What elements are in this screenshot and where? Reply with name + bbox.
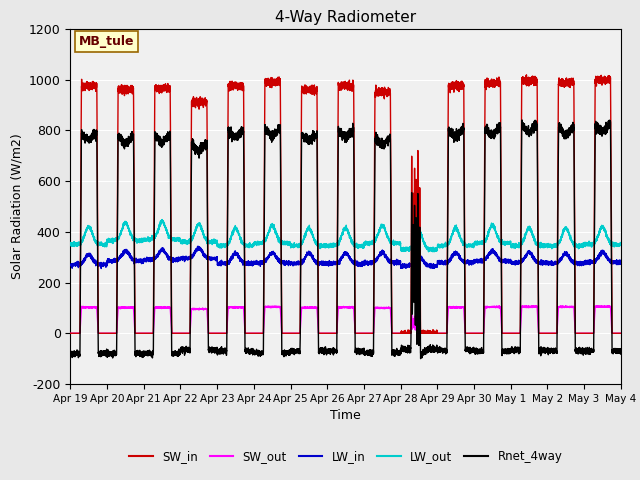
SW_out	[587, 330, 595, 336]
Line: SW_out: SW_out	[70, 306, 621, 333]
SW_out	[484, 304, 492, 310]
SW_in	[67, 330, 74, 336]
LW_in	[469, 260, 477, 266]
LW_out	[327, 242, 335, 248]
LW_out	[430, 249, 438, 255]
Rnet_4way	[417, 356, 424, 361]
Rnet_4way	[587, 348, 595, 354]
Rnet_4way	[327, 349, 335, 355]
SW_in	[253, 330, 261, 336]
LW_out	[484, 231, 492, 237]
SW_out	[605, 303, 612, 309]
Line: Rnet_4way: Rnet_4way	[70, 120, 621, 359]
LW_in	[253, 259, 261, 264]
SW_in	[617, 330, 625, 336]
Y-axis label: Solar Radiation (W/m2): Solar Radiation (W/m2)	[10, 133, 23, 279]
Title: 4-Way Radiometer: 4-Way Radiometer	[275, 10, 416, 25]
Rnet_4way	[594, 124, 602, 130]
Rnet_4way	[617, 351, 625, 357]
Text: MB_tule: MB_tule	[79, 35, 134, 48]
SW_in	[523, 72, 531, 78]
LW_in	[484, 251, 492, 257]
LW_in	[617, 261, 625, 267]
LW_in	[594, 255, 602, 261]
LW_out	[617, 241, 625, 247]
LW_out	[469, 243, 477, 249]
SW_in	[484, 84, 492, 89]
SW_out	[469, 330, 477, 336]
SW_out	[594, 303, 602, 309]
LW_out	[587, 243, 595, 249]
Rnet_4way	[253, 351, 261, 357]
SW_out	[327, 330, 335, 336]
LW_in	[67, 262, 74, 267]
Legend: SW_in, SW_out, LW_in, LW_out, Rnet_4way: SW_in, SW_out, LW_in, LW_out, Rnet_4way	[124, 445, 567, 468]
LW_in	[327, 261, 335, 266]
Line: LW_out: LW_out	[70, 219, 621, 252]
Line: LW_in: LW_in	[70, 246, 621, 268]
SW_in	[594, 76, 602, 82]
Rnet_4way	[469, 348, 477, 354]
LW_in	[97, 265, 105, 271]
SW_in	[469, 330, 477, 336]
LW_out	[594, 235, 602, 240]
SW_out	[67, 330, 74, 336]
Rnet_4way	[67, 349, 74, 355]
LW_out	[67, 242, 74, 248]
SW_out	[617, 330, 625, 336]
LW_out	[253, 240, 261, 246]
SW_in	[327, 330, 335, 336]
X-axis label: Time: Time	[330, 409, 361, 422]
SW_out	[253, 330, 261, 336]
LW_in	[194, 243, 202, 249]
LW_in	[587, 259, 595, 264]
LW_out	[158, 216, 166, 222]
Line: SW_in: SW_in	[70, 75, 621, 333]
Rnet_4way	[484, 132, 492, 137]
SW_in	[587, 330, 595, 336]
Rnet_4way	[605, 117, 613, 123]
